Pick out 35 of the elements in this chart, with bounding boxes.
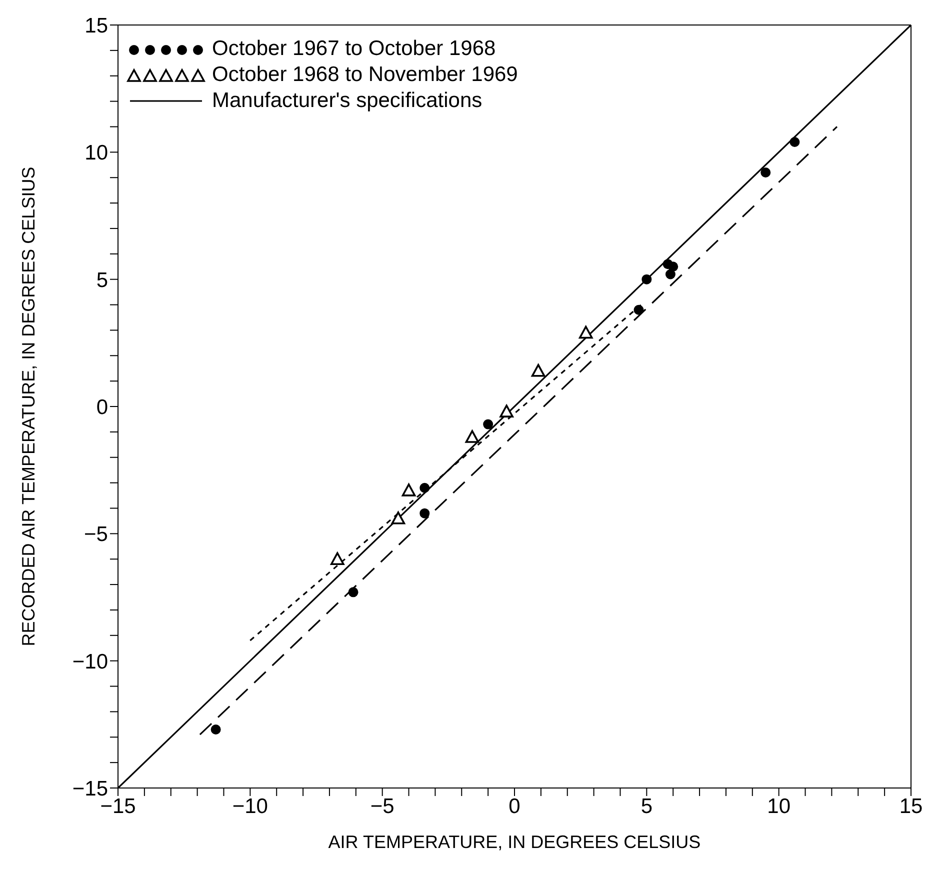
point	[402, 484, 416, 496]
point	[465, 430, 480, 443]
y-tick-label: −5	[84, 523, 108, 546]
y-tick-label: 0	[96, 396, 108, 419]
point	[668, 262, 678, 272]
y-tick-label: 5	[96, 268, 108, 292]
point	[634, 304, 644, 315]
x-tick-label: −10	[232, 794, 268, 818]
legend-label: October 1968 to November 1969	[212, 62, 518, 88]
y-tick-label: 15	[84, 14, 108, 38]
point	[531, 364, 546, 377]
x-tick-label: 0	[508, 794, 520, 818]
point	[330, 552, 344, 565]
y-tick-label: −15	[72, 777, 108, 800]
point	[210, 724, 221, 735]
x-tick-label: 10	[767, 794, 791, 818]
legend-label: October 1967 to October 1968	[212, 36, 496, 62]
x-tick-label: 15	[899, 794, 923, 818]
point	[483, 419, 494, 430]
point	[348, 587, 358, 598]
point	[642, 274, 652, 284]
point	[500, 404, 514, 418]
point	[420, 482, 430, 493]
point	[578, 326, 593, 339]
y-tick-label: −10	[72, 650, 108, 674]
point	[760, 168, 771, 178]
point	[790, 136, 800, 147]
x-tick-label: −5	[370, 794, 394, 818]
x-tick-label: 5	[640, 794, 653, 818]
x-axis-title: AIR TEMPERATURE, IN DEGREES CELSIUS	[328, 832, 701, 852]
legend-label: Manufacturer's specifications	[212, 88, 482, 114]
y-tick-label: 10	[84, 142, 108, 165]
point	[420, 508, 430, 518]
y-axis-title: RECORDED AIR TEMPERATURE, IN DEGREES CELSIUS	[18, 166, 38, 646]
point	[391, 512, 406, 524]
